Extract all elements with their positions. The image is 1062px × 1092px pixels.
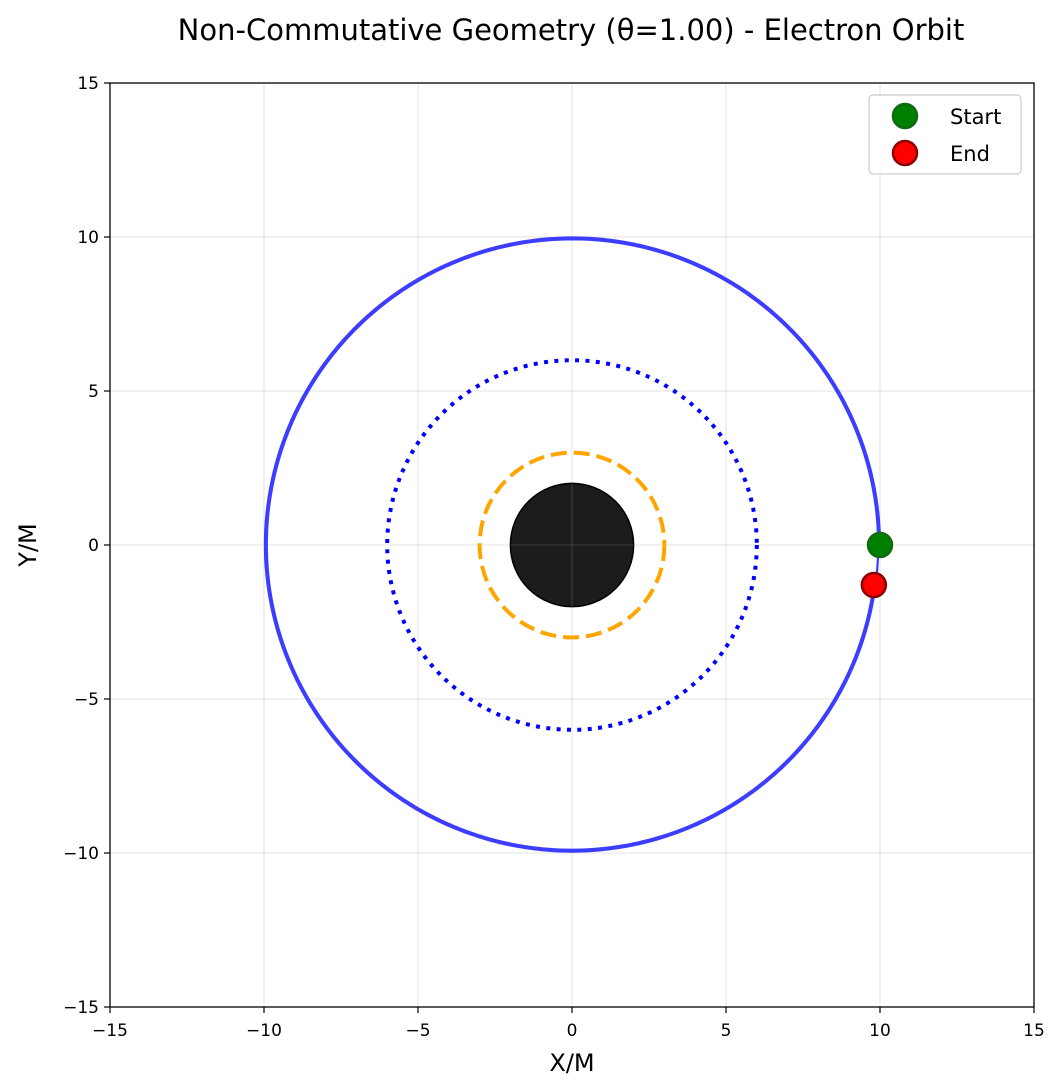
- orbit-path: [263, 236, 882, 853]
- y-tick-label: 15: [77, 74, 99, 94]
- y-tick-label: −5: [74, 690, 99, 710]
- x-tick-label: −5: [405, 1021, 430, 1041]
- photon-sphere-circle: [477, 450, 667, 640]
- x-tick-label: −15: [92, 1021, 128, 1041]
- legend-label-end: End: [950, 142, 990, 166]
- x-tick-label: 5: [721, 1021, 732, 1041]
- y-axis-label: Y/M: [14, 523, 42, 567]
- x-tick-label: −10: [246, 1021, 282, 1041]
- y-tick-label: 0: [88, 536, 99, 556]
- legend: Start End: [868, 94, 1022, 175]
- end-point: [860, 571, 888, 599]
- x-tick-label: 15: [1023, 1021, 1045, 1041]
- legend-marker-end: [891, 139, 919, 167]
- ticks: −15 −10 −5 0 5 10 15 −15 −10 −5 0 5 10 15: [63, 74, 1045, 1041]
- y-tick-label: 5: [88, 382, 99, 402]
- y-tick-label: −10: [63, 844, 99, 864]
- y-tick-label: 10: [77, 228, 99, 248]
- legend-marker-start: [891, 102, 919, 130]
- plot-layer: [263, 236, 894, 853]
- start-point: [866, 531, 894, 559]
- x-tick-label: 0: [567, 1021, 578, 1041]
- y-tick-label: −15: [63, 998, 99, 1018]
- x-axis-label: X/M: [549, 1049, 594, 1077]
- legend-label-start: Start: [950, 105, 1001, 129]
- x-tick-label: 10: [869, 1021, 891, 1041]
- isco-circle: [385, 358, 759, 732]
- chart-title: Non-Commutative Geometry (θ=1.00) - Elec…: [178, 13, 965, 47]
